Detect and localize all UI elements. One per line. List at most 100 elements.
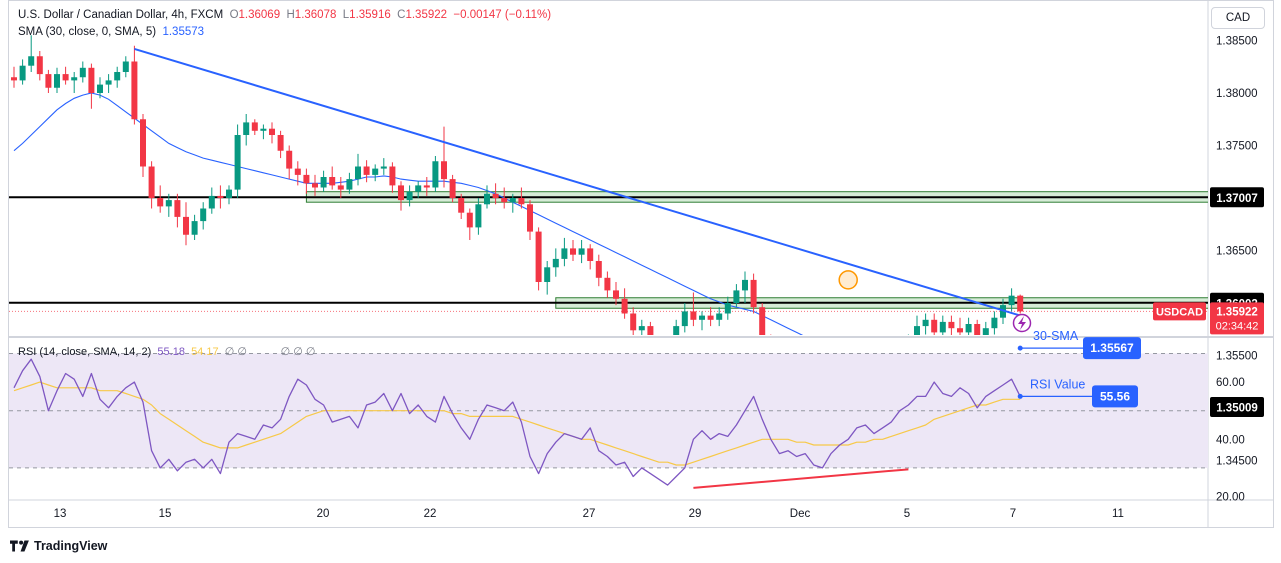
- candle-down: [957, 328, 963, 333]
- open-label: O: [229, 9, 239, 21]
- candle-up: [415, 185, 422, 192]
- tradingview-branding[interactable]: TradingView: [10, 538, 107, 554]
- time-axis-tick: 7: [1010, 508, 1016, 520]
- candle-up: [578, 248, 585, 255]
- last-price-label: 1.35922: [1216, 306, 1258, 318]
- rsi-callout-value: 55.56: [1100, 389, 1130, 403]
- candle-up: [561, 248, 568, 259]
- candle-down: [11, 77, 17, 81]
- sma-legend-label: SMA (30, close, 0, SMA, 5): [18, 26, 157, 38]
- candle-up: [733, 290, 740, 303]
- candle-up: [97, 84, 103, 93]
- candle-up: [105, 80, 112, 85]
- rsi-axis-tick: 60.00: [1216, 377, 1245, 389]
- overlay-marks: 30-SMA 1.35567 RSI Value 55.56: [1012, 313, 1141, 408]
- symbol-tag-box: [1153, 302, 1206, 321]
- candle-up: [200, 208, 207, 222]
- candle-down: [613, 290, 619, 299]
- candle-down: [621, 298, 628, 314]
- rsi-legend-value: 55.18: [157, 346, 185, 358]
- candle-down: [174, 200, 181, 217]
- candle-up: [234, 135, 241, 190]
- rsi-extra-a: ∅ ∅: [224, 346, 247, 358]
- candle-down: [527, 204, 533, 232]
- candle-up: [122, 61, 129, 72]
- candle-down: [389, 166, 396, 186]
- candle-down: [974, 324, 981, 335]
- time-axis-tick: 20: [317, 508, 330, 520]
- candle-up: [372, 168, 379, 175]
- lightning-glyph: [1018, 316, 1026, 330]
- candle-down: [131, 61, 138, 120]
- candle-up: [991, 317, 998, 329]
- candle-down: [62, 74, 69, 81]
- level-price-label: 1.37007: [1216, 193, 1258, 205]
- rsi-callout-label: RSI Value: [1030, 377, 1085, 391]
- time-axis-tick: 29: [689, 508, 702, 520]
- candle-up: [914, 326, 920, 335]
- sma-legend[interactable]: SMA (30, close, 0, SMA, 5) 1.35573: [18, 26, 204, 38]
- candle-up: [346, 179, 353, 190]
- candle-up: [380, 166, 387, 169]
- candle-down: [647, 326, 654, 335]
- time-axis-tick: Dec: [790, 508, 811, 520]
- price-axis-tick: 1.36500: [1216, 246, 1258, 258]
- candle-up: [724, 303, 731, 314]
- rsi-line: [13, 358, 1021, 486]
- candle-down: [88, 67, 95, 93]
- sma-callout-label: 30-SMA: [1033, 329, 1079, 343]
- descending-trendline: [134, 47, 1021, 317]
- candle-down: [750, 279, 757, 308]
- candle-up: [114, 72, 121, 81]
- price-axis-tick: 1.35500: [1216, 351, 1258, 363]
- candle-down: [294, 168, 301, 175]
- currency-selector[interactable]: CAD: [1211, 7, 1265, 29]
- price-axis-tick: 1.34500: [1216, 456, 1258, 468]
- last-price-box: [1210, 302, 1264, 335]
- candle-up: [28, 56, 35, 66]
- candle-down: [312, 183, 318, 188]
- rsi-pane[interactable]: [9, 353, 1208, 489]
- time-axis-tick: 27: [583, 508, 596, 520]
- candle-down: [423, 185, 430, 188]
- close-label: C: [397, 9, 406, 21]
- candle-down: [441, 161, 447, 180]
- candle-up: [484, 193, 490, 205]
- candle-up: [716, 313, 723, 320]
- high-value: 1.36078: [294, 9, 337, 21]
- tradingview-logo-icon: [10, 540, 29, 552]
- currency-label: CAD: [1225, 12, 1251, 24]
- candle-up: [1008, 295, 1015, 306]
- change-value: −0.00147 (−0.11%): [453, 9, 552, 21]
- candle-up: [673, 326, 680, 335]
- low-value: 1.35916: [349, 9, 391, 21]
- candle-down: [217, 195, 224, 198]
- candle-down: [587, 248, 594, 261]
- price-axis-tick: 1.37500: [1216, 141, 1258, 153]
- candle-up: [905, 343, 911, 354]
- rsi-legend-label: RSI (14, close, SMA, 14, 2): [18, 346, 152, 358]
- sma-callout-value: 1.35567: [1090, 341, 1134, 355]
- candle-up: [475, 204, 482, 228]
- candle-up: [19, 65, 26, 81]
- sma-callout-dot: [1017, 345, 1023, 351]
- close-value: 1.35922: [405, 9, 448, 21]
- rsi-ma-line: [13, 381, 1021, 466]
- candle-up: [54, 74, 60, 88]
- candle-up: [226, 189, 232, 198]
- candle-up: [208, 195, 215, 209]
- candle-down: [157, 198, 164, 207]
- branding-text: TradingView: [34, 539, 108, 553]
- candle-up: [982, 328, 989, 335]
- candle-down: [492, 193, 499, 198]
- candle-up: [965, 324, 972, 333]
- price-axis-tick: 1.38000: [1216, 88, 1258, 100]
- rsi-legend[interactable]: RSI (14, close, SMA, 14, 2) 55.18 54.17 …: [18, 345, 315, 358]
- candle-up: [320, 177, 327, 188]
- candle-down: [604, 277, 611, 291]
- candle-down: [277, 135, 284, 151]
- level-price-box: [1210, 397, 1264, 418]
- time-axis-tick: 11: [1112, 508, 1124, 520]
- rsi-callout-dot: [1017, 393, 1023, 399]
